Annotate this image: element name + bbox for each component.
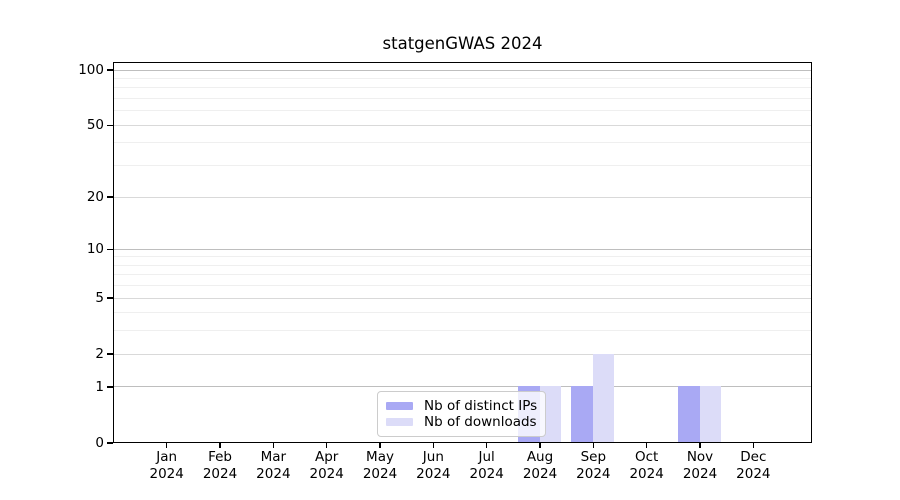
- y-tick-mark: [107, 442, 113, 444]
- legend-label-distinct-ips: Nb of distinct IPs: [424, 398, 538, 414]
- y-tick-label: 2: [95, 346, 104, 363]
- y-minor-gridline: [114, 330, 811, 332]
- x-tick-label: Jul 2024: [469, 449, 504, 482]
- plot-area: [113, 62, 812, 443]
- y-minor-gridline: [114, 256, 811, 258]
- x-tick-label: Apr 2024: [309, 449, 344, 482]
- x-tick-label: Oct 2024: [629, 449, 664, 482]
- y-tick-label: 20: [86, 189, 104, 205]
- x-tick-mark: [699, 443, 701, 448]
- y-major-gridline: [114, 69, 811, 71]
- y-tick-mark: [107, 69, 113, 71]
- x-tick-mark: [485, 443, 488, 448]
- x-tick-label: Feb 2024: [202, 449, 238, 482]
- y-tick-label: 1: [95, 378, 104, 395]
- x-tick-label: Dec 2024: [736, 449, 771, 482]
- x-tick-mark: [752, 443, 755, 448]
- x-tick-mark: [539, 443, 541, 448]
- y-major-gridline: [114, 248, 811, 250]
- y-minor-gridline: [114, 110, 811, 112]
- y-minor-gridline: [114, 87, 811, 89]
- x-tick-mark: [272, 443, 275, 448]
- y-minor-gridline: [114, 165, 811, 167]
- y-gridline: [114, 353, 811, 355]
- x-tick-mark: [645, 443, 648, 448]
- y-minor-gridline: [114, 264, 811, 266]
- x-tick-label: Sep 2024: [576, 449, 611, 482]
- y-tick-mark: [107, 248, 113, 250]
- y-minor-gridline: [114, 312, 811, 314]
- x-tick-mark: [165, 443, 168, 448]
- x-tick-mark: [379, 443, 381, 448]
- bar-distinct-ips-sep: [571, 386, 593, 443]
- y-tick-mark: [107, 196, 113, 198]
- x-tick-label: Nov 2024: [682, 449, 718, 482]
- legend-item-distinct-ips: Nb of distinct IPs: [386, 398, 538, 414]
- x-tick-mark: [219, 443, 221, 448]
- y-tick-label: 5: [95, 290, 104, 307]
- y-minor-gridline: [114, 142, 811, 144]
- legend-swatch-downloads-icon: [386, 418, 413, 426]
- y-tick-label: 10: [86, 241, 104, 258]
- y-minor-gridline: [114, 285, 811, 287]
- legend-swatch-distinct-ips-icon: [386, 402, 413, 410]
- y-tick-mark: [107, 297, 113, 299]
- x-tick-mark: [592, 443, 595, 448]
- y-tick-mark: [107, 124, 113, 127]
- x-tick-label: Jan 2024: [149, 449, 184, 482]
- y-major-gridline: [114, 386, 811, 388]
- x-tick-label: Aug 2024: [522, 449, 558, 482]
- bar-distinct-ips-nov: [678, 386, 700, 443]
- x-tick-mark: [325, 443, 328, 448]
- y-gridline: [114, 124, 811, 126]
- y-tick-label: 50: [86, 117, 104, 134]
- legend-item-downloads: Nb of downloads: [386, 414, 538, 430]
- y-tick-label: 0: [95, 435, 104, 451]
- legend-label-downloads: Nb of downloads: [424, 414, 537, 430]
- chart-title: statgenGWAS 2024: [382, 34, 543, 53]
- y-tick-mark: [107, 353, 113, 355]
- y-minor-gridline: [114, 274, 811, 276]
- legend: Nb of distinct IPs Nb of downloads: [377, 391, 546, 437]
- y-minor-gridline: [114, 98, 811, 100]
- bar-downloads-nov: [699, 386, 721, 443]
- x-tick-mark: [432, 443, 435, 448]
- bar-downloads-sep: [592, 353, 615, 443]
- y-tick-mark: [107, 386, 113, 388]
- x-tick-label: Mar 2024: [256, 449, 291, 482]
- x-tick-label: May 2024: [362, 449, 398, 482]
- y-minor-gridline: [114, 78, 811, 80]
- y-tick-label: 100: [78, 62, 104, 79]
- y-gridline: [114, 297, 811, 299]
- y-gridline: [114, 196, 811, 198]
- x-tick-label: Jun 2024: [416, 449, 451, 482]
